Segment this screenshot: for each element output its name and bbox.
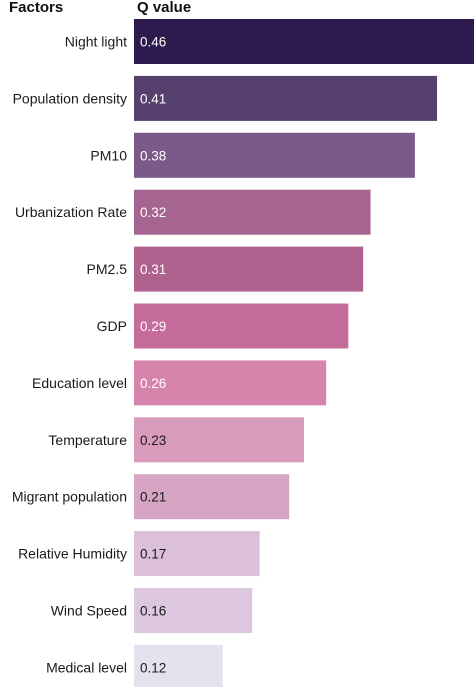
category-label: Temperature	[48, 432, 127, 448]
category-label: Migrant population	[12, 489, 127, 505]
category-label: Education level	[32, 375, 127, 391]
value-label: 0.31	[140, 262, 166, 277]
value-label: 0.46	[140, 35, 166, 50]
bar-pm2-5	[134, 246, 364, 292]
bar-pm10	[134, 132, 415, 178]
category-label: Urbanization Rate	[15, 204, 127, 220]
category-label: PM2.5	[87, 261, 128, 277]
value-label: 0.23	[140, 433, 166, 448]
bar-temperature	[134, 417, 304, 463]
factors-header: Factors	[9, 0, 64, 16]
value-label: 0.29	[140, 319, 166, 334]
bar-wind-speed	[134, 588, 253, 633]
bar-education-level	[134, 360, 327, 406]
category-label: GDP	[97, 318, 127, 334]
bar-gdp	[134, 303, 349, 349]
bar-population-density	[134, 75, 438, 121]
value-label: 0.21	[140, 490, 166, 505]
bar-medical-level	[134, 644, 223, 687]
value-label: 0.17	[140, 547, 166, 562]
category-label: Relative Humidity	[18, 546, 127, 562]
value-label: 0.16	[140, 604, 166, 619]
bar-night-light	[134, 19, 474, 64]
category-label: Medical level	[46, 659, 127, 675]
category-label: Wind Speed	[51, 603, 127, 619]
value-label: 0.32	[140, 205, 166, 220]
value-label: 0.41	[140, 91, 166, 106]
category-label: Population density	[13, 90, 127, 106]
value-label: 0.38	[140, 148, 166, 163]
category-label: PM10	[90, 147, 127, 163]
value-label: 0.26	[140, 376, 166, 391]
q-value-header: Q value	[137, 0, 192, 16]
bar-urbanization-rate	[134, 189, 371, 235]
category-label: Night light	[65, 34, 127, 50]
bar-relative-humidity	[134, 531, 260, 577]
value-label: 0.12	[140, 660, 166, 675]
bar-migrant-population	[134, 474, 290, 520]
